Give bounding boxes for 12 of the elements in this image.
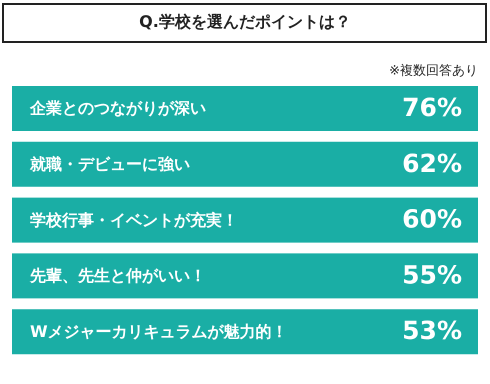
text: Q.学校を選んだポイントは？: [139, 12, 351, 32]
data-label: 60%: [402, 204, 462, 234]
text: ※複数回答あり: [389, 63, 478, 78]
category-label: 先輩、先生と仲がいい！: [29, 266, 206, 286]
category-label: Wメジャーカリキュラムが魅力的！: [30, 322, 288, 341]
data-label: 62%: [402, 148, 462, 178]
category-label: 企業とのつながりが深い: [29, 98, 206, 118]
category-label: 就職・デビューに強い: [29, 154, 190, 174]
category-label: 学校行事・イベントが充実！: [30, 210, 238, 230]
data-label: 53%: [402, 316, 462, 346]
data-label: 55%: [402, 260, 462, 290]
data-label: 76%: [402, 93, 462, 122]
